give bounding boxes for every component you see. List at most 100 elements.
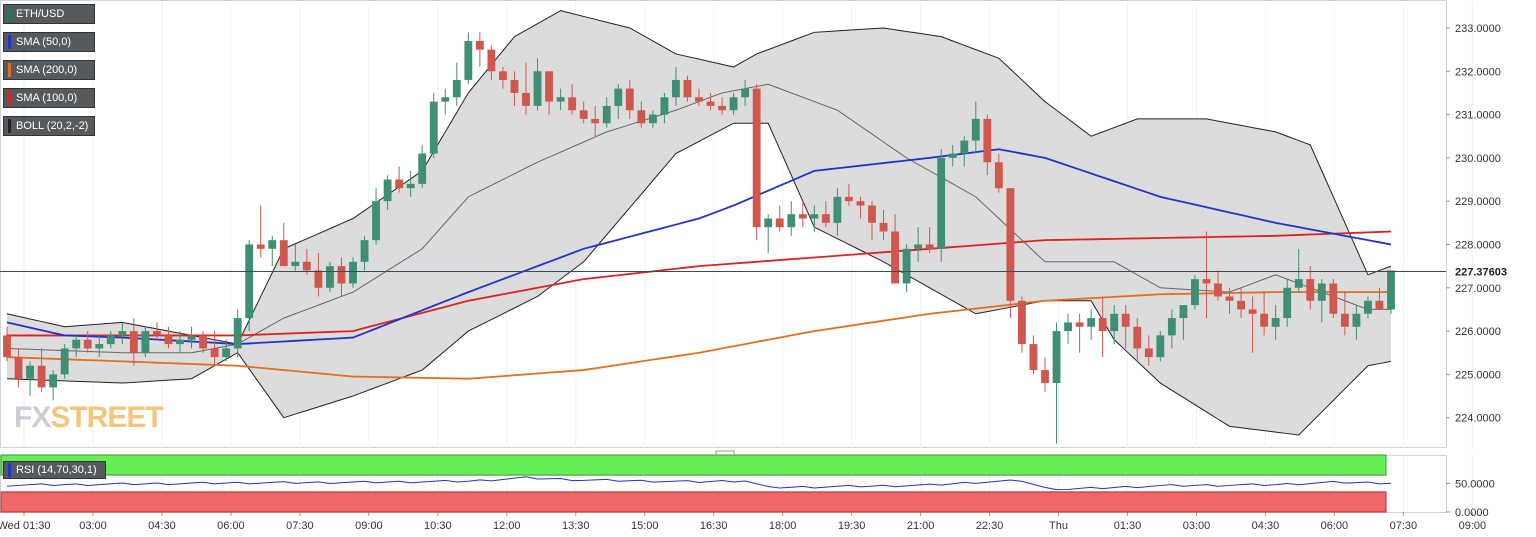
candle-body <box>418 153 427 184</box>
candle <box>1121 305 1130 349</box>
sma-200-line <box>6 291 1391 380</box>
candle-body <box>360 240 369 262</box>
candle <box>1202 231 1211 319</box>
candle <box>60 344 69 379</box>
x-tick-label: 04:30 <box>1252 520 1280 532</box>
candle <box>787 201 796 236</box>
y-tick-label: 224.0000 <box>1455 413 1501 425</box>
candle-body <box>429 101 438 154</box>
candle <box>452 62 461 106</box>
x-tick-label: 07:30 <box>286 520 314 532</box>
legend-label: BOLL (20,2,-2) <box>16 120 89 132</box>
candle <box>1248 296 1257 353</box>
candle <box>291 244 300 271</box>
candle <box>487 45 496 80</box>
x-tick-label: 22:30 <box>976 520 1004 532</box>
legend-swatch <box>8 7 11 21</box>
candle <box>418 144 427 189</box>
rsi-indicator-label[interactable]: RSI (14,70,30,1) <box>3 461 106 479</box>
candle-body <box>660 97 669 115</box>
candle <box>625 79 634 119</box>
candle-body <box>49 374 58 388</box>
legend-item[interactable]: ETH/USD <box>3 4 96 24</box>
candle-body <box>683 79 692 98</box>
candle-body <box>1225 296 1234 301</box>
candle-body <box>1006 188 1015 301</box>
candle-body <box>1144 348 1153 358</box>
candle <box>902 244 911 293</box>
rsi-label-text: RSI (14,70,30,1) <box>16 464 97 476</box>
candle-body <box>14 357 23 379</box>
candle-body <box>602 105 611 124</box>
candle-body <box>199 335 207 349</box>
candle <box>660 92 669 124</box>
legend-label: SMA (50,0) <box>16 36 72 48</box>
candle-body <box>1375 300 1384 310</box>
candle-body <box>176 339 184 345</box>
candle-body <box>153 331 161 336</box>
candle <box>395 166 404 193</box>
candle <box>556 88 565 111</box>
candle-body <box>222 348 231 358</box>
candle-body <box>868 205 876 223</box>
candle <box>37 348 46 392</box>
legend-item[interactable]: SMA (200,0) <box>3 60 96 80</box>
rsi-overbought-zone <box>0 454 1387 476</box>
candle <box>106 331 115 349</box>
candle <box>1329 279 1338 319</box>
legend-item[interactable]: BOLL (20,2,-2) <box>3 116 96 136</box>
candle-body <box>971 118 980 141</box>
candle-body <box>302 261 311 271</box>
candle-body <box>1248 309 1257 314</box>
candle <box>1075 313 1084 353</box>
watermark-fx: FX <box>14 401 51 434</box>
candle-body <box>1156 335 1165 358</box>
candle-body <box>1133 326 1142 349</box>
candle <box>960 136 969 167</box>
candle-body <box>1041 370 1049 384</box>
candle-body <box>1364 300 1372 314</box>
bollinger-band-fill <box>7 10 1391 436</box>
candle <box>695 88 703 106</box>
candle-body <box>1110 313 1119 332</box>
candle <box>821 201 830 228</box>
candle <box>164 326 173 349</box>
candle-body <box>902 248 911 284</box>
x-tick-label: 03:00 <box>1183 520 1211 532</box>
fxstreet-watermark-logo: FXSTREET <box>14 401 163 434</box>
candle <box>1041 357 1049 392</box>
candle-body <box>983 118 992 163</box>
candle-body <box>648 114 657 124</box>
candle <box>314 253 323 297</box>
candle <box>406 170 415 197</box>
candle <box>891 214 899 284</box>
candle <box>937 149 946 262</box>
candle-body <box>1018 300 1026 345</box>
candle <box>775 205 784 232</box>
legend-swatch <box>8 91 11 105</box>
x-tick-label: 10:30 <box>424 520 452 532</box>
legend-item[interactable]: SMA (100,0) <box>3 88 96 108</box>
legend-item[interactable]: SMA (50,0) <box>3 32 96 52</box>
panel-resize-handle <box>715 450 735 456</box>
candle <box>1237 287 1245 319</box>
candle-body <box>752 88 761 228</box>
candle <box>1144 335 1153 366</box>
candle <box>948 144 957 167</box>
candle <box>153 322 161 340</box>
candle-body <box>775 218 784 228</box>
candle <box>1098 296 1107 358</box>
candle <box>718 97 726 115</box>
candle <box>1271 305 1280 340</box>
candle-body <box>591 118 600 124</box>
candle <box>637 101 646 128</box>
candle-body <box>510 79 519 93</box>
candle <box>1064 313 1072 345</box>
candle-body <box>106 335 115 345</box>
candle-body <box>1064 322 1072 332</box>
candle-body <box>821 214 830 223</box>
legend-swatch <box>8 63 11 77</box>
candle-body <box>187 335 196 340</box>
candle <box>614 84 623 119</box>
